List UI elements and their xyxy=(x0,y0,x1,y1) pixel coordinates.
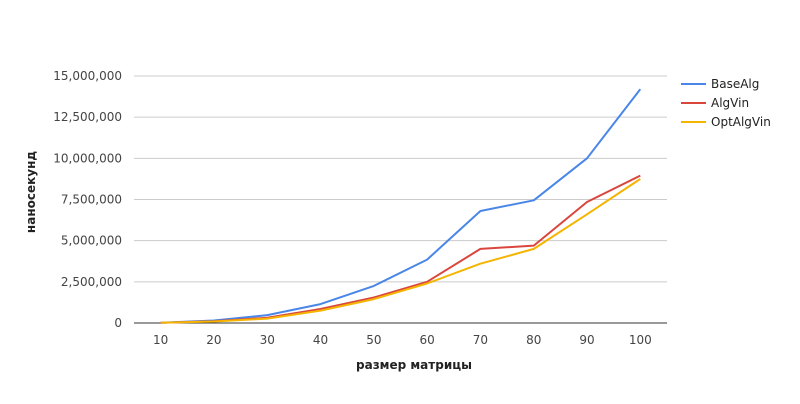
y-tick-label: 5,000,000 xyxy=(61,234,122,248)
x-tick-label: 20 xyxy=(206,333,221,347)
x-tick-label: 80 xyxy=(526,333,541,347)
series-line-basealg xyxy=(160,88,642,324)
legend-label: AlgVin xyxy=(711,96,749,110)
y-tick-label: 7,500,000 xyxy=(61,193,122,207)
series-line-optalgvin xyxy=(160,178,641,324)
x-tick-label: 100 xyxy=(629,333,652,347)
legend-label: BaseAlg xyxy=(711,77,759,91)
series-lines xyxy=(160,88,642,324)
gridlines xyxy=(134,75,667,283)
x-tick-label: 90 xyxy=(579,333,594,347)
y-tick-label: 2,500,000 xyxy=(61,275,122,289)
y-tick-label: 0 xyxy=(114,316,122,330)
x-tick-label: 50 xyxy=(366,333,381,347)
y-tick-label: 15,000,000 xyxy=(53,69,122,83)
y-axis-title: наносекунд xyxy=(24,151,38,233)
series-line-algvin xyxy=(160,174,641,324)
x-tick-label: 40 xyxy=(313,333,328,347)
y-tick-label: 10,000,000 xyxy=(53,151,122,165)
x-tick-label: 70 xyxy=(473,333,488,347)
axes: 0 2,500,000 5,000,000 7,500,000 10,000,000 12… xyxy=(53,69,667,347)
legend: BaseAlg AlgVin OptAlgVin xyxy=(681,77,771,129)
x-tick-label: 10 xyxy=(153,333,168,347)
x-tick-label: 60 xyxy=(420,333,435,347)
legend-label: OptAlgVin xyxy=(711,115,771,129)
x-tick-label: 30 xyxy=(260,333,275,347)
y-tick-label: 12,500,000 xyxy=(53,110,122,124)
x-axis-title: размер матрицы xyxy=(356,358,472,372)
